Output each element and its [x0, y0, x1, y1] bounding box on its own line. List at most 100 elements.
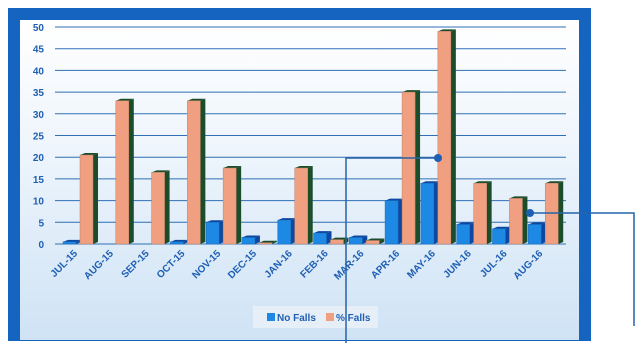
- bar-top: [473, 181, 492, 184]
- bar-side: [505, 226, 511, 244]
- bar-no-falls-DEC-15: [241, 237, 256, 245]
- y-tick-label: 20: [33, 153, 45, 164]
- bar-side: [450, 29, 456, 245]
- bar-side: [415, 90, 421, 244]
- y-tick-label: 35: [33, 88, 45, 99]
- bar-top: [330, 237, 349, 240]
- y-tick-label: 5: [38, 218, 44, 229]
- annotation-callouts: [345, 154, 635, 343]
- callout-line-left: [345, 157, 438, 343]
- legend: No Falls % Falls: [253, 306, 378, 328]
- x-tick-label: SEP-15: [120, 248, 152, 280]
- legend-swatch-no-falls: [267, 313, 275, 321]
- bar-side: [379, 238, 385, 244]
- bar-no-falls-APR-16: [384, 200, 399, 245]
- bar-top: [170, 239, 189, 242]
- y-axis-labels: 0 5 10 15 20 25 30 35 40 45 50: [33, 23, 45, 251]
- bar-no-falls-JAN-16: [277, 219, 291, 245]
- y-tick-label: 10: [33, 197, 45, 208]
- bar-no-falls-MAR-16: [349, 237, 363, 245]
- bar-no-falls-NOV-15: [205, 222, 220, 245]
- bar-top: [187, 98, 206, 101]
- bar-side: [93, 153, 98, 244]
- bar-top: [456, 222, 475, 225]
- bar-top: [63, 239, 81, 242]
- bar-top: [80, 153, 98, 156]
- bar-top: [277, 218, 296, 221]
- bar-pct-falls-JAN-16: [294, 167, 308, 245]
- x-tick-label: AUG-16: [512, 248, 546, 282]
- bar-side: [254, 235, 260, 244]
- x-tick-label: NOV-15: [190, 248, 223, 281]
- bar-pct-falls-DEC-15: [258, 242, 273, 245]
- bar-side: [128, 98, 134, 244]
- bar-no-falls-MAY-16: [420, 182, 435, 245]
- y-tick-label: 25: [33, 132, 45, 143]
- y-tick-label: 45: [33, 45, 45, 56]
- bar-top: [223, 166, 242, 169]
- bar-top: [294, 166, 313, 169]
- legend-label-no-falls: No Falls: [277, 313, 316, 324]
- bar-no-falls-OCT-15: [170, 241, 184, 245]
- bar-top: [402, 90, 421, 93]
- y-tick-label: 0: [38, 240, 44, 251]
- bar-side: [164, 170, 170, 244]
- x-tick-label: MAR-16: [332, 248, 366, 282]
- bar-top: [528, 222, 547, 225]
- bar-pct-falls-SEP-15: [151, 172, 165, 245]
- bar-pct-falls-APR-16: [401, 91, 416, 245]
- bar-no-falls-FEB-16: [313, 232, 327, 245]
- bar-pct-falls-FEB-16: [330, 239, 344, 245]
- bar-side: [200, 98, 206, 244]
- x-tick-label: MAY-16: [405, 248, 438, 281]
- bar-pct-falls-OCT-15: [187, 100, 201, 245]
- y-tick-label: 15: [33, 175, 45, 186]
- bar-top: [492, 226, 511, 229]
- x-tick-label: DEC-15: [226, 248, 259, 281]
- bars: [62, 29, 564, 245]
- y-tick-label: 30: [33, 110, 45, 121]
- bar-top: [366, 238, 385, 241]
- bar-side: [307, 166, 313, 244]
- callout-dot-left: [434, 154, 442, 162]
- bar-pct-falls-AUG-15: [115, 100, 130, 245]
- x-tick-label: APR-16: [369, 248, 402, 281]
- bar-pct-falls-NOV-15: [222, 167, 237, 245]
- bar-top: [349, 235, 368, 238]
- x-tick-label: AUG-15: [82, 248, 116, 282]
- bar-top: [151, 170, 170, 173]
- bar-side: [486, 181, 492, 244]
- bar-top: [241, 235, 260, 238]
- bar-top: [385, 198, 404, 201]
- y-tick-label: 50: [33, 23, 45, 34]
- x-tick-label: JUL-16: [478, 248, 510, 280]
- bar-pct-falls-JUL-15: [79, 154, 94, 245]
- bar-top: [509, 196, 528, 199]
- bar-pct-falls-JUN-16: [473, 182, 487, 245]
- bar-side: [271, 240, 277, 244]
- x-tick-label: OCT-15: [155, 248, 188, 281]
- bar-top: [420, 181, 439, 184]
- bar-top: [206, 220, 225, 223]
- legend-swatch-pct-falls: [326, 313, 334, 321]
- x-tick-label: JAN-16: [263, 248, 295, 280]
- x-axis-labels: JUL-15 AUG-15 SEP-15 OCT-15 NOV-15 DEC-15 JAN-…: [49, 248, 546, 282]
- bar-no-falls-JUN-16: [456, 224, 470, 245]
- bar-top: [437, 29, 456, 32]
- x-tick-label: JUN-16: [442, 248, 474, 280]
- callout-line-right: [530, 212, 635, 326]
- bar-top: [313, 231, 332, 234]
- bar-top: [115, 98, 134, 101]
- legend-label-pct-falls: % Falls: [336, 313, 371, 324]
- gridlines: [55, 26, 566, 245]
- bar-no-falls-JUL-15: [62, 241, 77, 245]
- bar-side: [522, 196, 528, 244]
- bar-pct-falls-MAR-16: [366, 240, 380, 245]
- bar-top: [258, 240, 277, 243]
- bar-pct-falls-JUL-16: [509, 198, 523, 245]
- bar-pct-falls-MAY-16: [437, 31, 452, 245]
- x-tick-label: FEB-16: [298, 248, 330, 280]
- bar-side: [236, 166, 242, 244]
- bar-no-falls-AUG-16: [527, 224, 542, 245]
